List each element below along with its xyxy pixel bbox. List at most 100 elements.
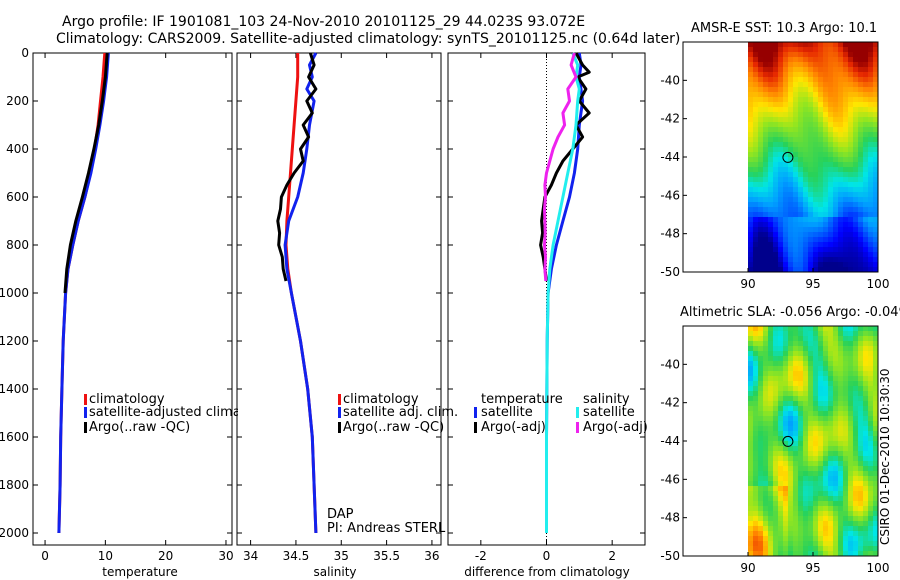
heatmap-cell bbox=[768, 167, 774, 173]
heatmap-cell bbox=[783, 152, 789, 158]
heatmap-cell bbox=[853, 406, 859, 412]
heatmap-cell bbox=[828, 456, 834, 462]
heatmap-cell bbox=[798, 72, 804, 78]
heatmap-cell bbox=[868, 436, 874, 442]
heatmap-cell bbox=[803, 391, 809, 397]
heatmap-cell bbox=[773, 476, 779, 482]
heatmap-cell bbox=[853, 531, 859, 537]
heatmap-cell bbox=[858, 142, 864, 148]
heatmap-cell bbox=[798, 351, 804, 357]
heatmap-cell bbox=[853, 476, 859, 482]
heatmap-cell bbox=[753, 92, 759, 98]
heatmap-cell bbox=[753, 421, 759, 427]
heatmap-cell bbox=[783, 356, 789, 362]
heatmap-cell bbox=[778, 122, 784, 128]
heatmap-cell bbox=[808, 42, 814, 48]
heatmap-cell bbox=[833, 346, 839, 352]
heatmap-cell bbox=[778, 511, 784, 517]
heatmap-cell bbox=[863, 62, 869, 68]
heatmap-cell bbox=[828, 411, 834, 417]
heatmap-cell bbox=[783, 182, 789, 188]
heatmap-cell bbox=[808, 142, 814, 148]
heatmap-cell bbox=[758, 541, 764, 547]
heatmap-cell bbox=[793, 471, 799, 477]
heatmap-cell bbox=[778, 117, 784, 123]
heatmap-cell bbox=[753, 202, 759, 208]
heatmap-cell bbox=[768, 376, 774, 382]
heatmap-cell bbox=[758, 232, 764, 238]
heatmap-cell bbox=[798, 451, 804, 457]
heatmap-cell bbox=[768, 197, 774, 203]
heatmap-cell bbox=[748, 346, 754, 352]
heatmap-cell bbox=[788, 461, 794, 467]
heatmap-cell bbox=[828, 252, 834, 258]
heatmap-cell bbox=[858, 137, 864, 143]
heatmap-cell bbox=[823, 157, 829, 163]
heatmap-cell bbox=[763, 72, 769, 78]
heatmap-cell bbox=[773, 526, 779, 532]
heatmap-cell bbox=[863, 42, 869, 48]
heatmap-cell bbox=[793, 177, 799, 183]
heatmap-cell bbox=[758, 421, 764, 427]
heatmap-cell bbox=[863, 431, 869, 437]
heatmap-cell bbox=[863, 401, 869, 407]
heatmap-cell bbox=[758, 247, 764, 253]
heatmap-cell bbox=[793, 187, 799, 193]
heatmap-cell bbox=[773, 267, 779, 273]
annotation-dap: DAP bbox=[327, 507, 354, 522]
heatmap-cell bbox=[843, 341, 849, 347]
heatmap-cell bbox=[823, 187, 829, 193]
heatmap-cell bbox=[873, 371, 879, 377]
heatmap-cell bbox=[773, 142, 779, 148]
heatmap-cell bbox=[778, 82, 784, 88]
heatmap-cell bbox=[843, 112, 849, 118]
heatmap-cell bbox=[798, 471, 804, 477]
heatmap-cell bbox=[853, 152, 859, 158]
heatmap-cell bbox=[858, 376, 864, 382]
heatmap-cell bbox=[838, 197, 844, 203]
heatmap-cell bbox=[833, 97, 839, 103]
heatmap-cell bbox=[788, 496, 794, 502]
heatmap-cell bbox=[793, 122, 799, 128]
heatmap-cell bbox=[798, 227, 804, 233]
heatmap-cell bbox=[753, 506, 759, 512]
heatmap-cell bbox=[798, 242, 804, 248]
heatmap-cell bbox=[838, 481, 844, 487]
heatmap-cell bbox=[758, 371, 764, 377]
heatmap-cell bbox=[783, 536, 789, 542]
heatmap-cell bbox=[763, 366, 769, 372]
heatmap-cell bbox=[773, 506, 779, 512]
heatmap-cell bbox=[828, 157, 834, 163]
heatmap-cell bbox=[848, 531, 854, 537]
heatmap-cell bbox=[813, 346, 819, 352]
heatmap-cell bbox=[758, 431, 764, 437]
heatmap-cell bbox=[833, 92, 839, 98]
heatmap-cell bbox=[783, 456, 789, 462]
heatmap-cell bbox=[853, 361, 859, 367]
heatmap-cell bbox=[803, 351, 809, 357]
heatmap-cell bbox=[863, 97, 869, 103]
heatmap-cell bbox=[853, 242, 859, 248]
heatmap-cell bbox=[803, 117, 809, 123]
heatmap-cell bbox=[818, 386, 824, 392]
heatmap-cell bbox=[818, 366, 824, 372]
heatmap-cell bbox=[778, 346, 784, 352]
heatmap-cell bbox=[783, 521, 789, 527]
series-line bbox=[539, 52, 591, 282]
x-tick-label: -2 bbox=[475, 549, 487, 563]
heatmap-cell bbox=[753, 57, 759, 63]
heatmap-cell bbox=[863, 247, 869, 253]
heatmap-cell bbox=[858, 421, 864, 427]
plot-title-line1: Argo profile: IF 1901081_103 24-Nov-2010… bbox=[62, 14, 586, 30]
heatmap-cell bbox=[853, 247, 859, 253]
heatmap-cell bbox=[758, 361, 764, 367]
heatmap-cell bbox=[843, 187, 849, 193]
y-tick-label: -46 bbox=[660, 472, 680, 486]
heatmap-cell bbox=[798, 541, 804, 547]
heatmap-cell bbox=[773, 197, 779, 203]
map-heatmap bbox=[748, 326, 879, 557]
heatmap-cell bbox=[833, 72, 839, 78]
heatmap-cell bbox=[798, 406, 804, 412]
heatmap-cell bbox=[768, 92, 774, 98]
heatmap-cell bbox=[763, 262, 769, 268]
